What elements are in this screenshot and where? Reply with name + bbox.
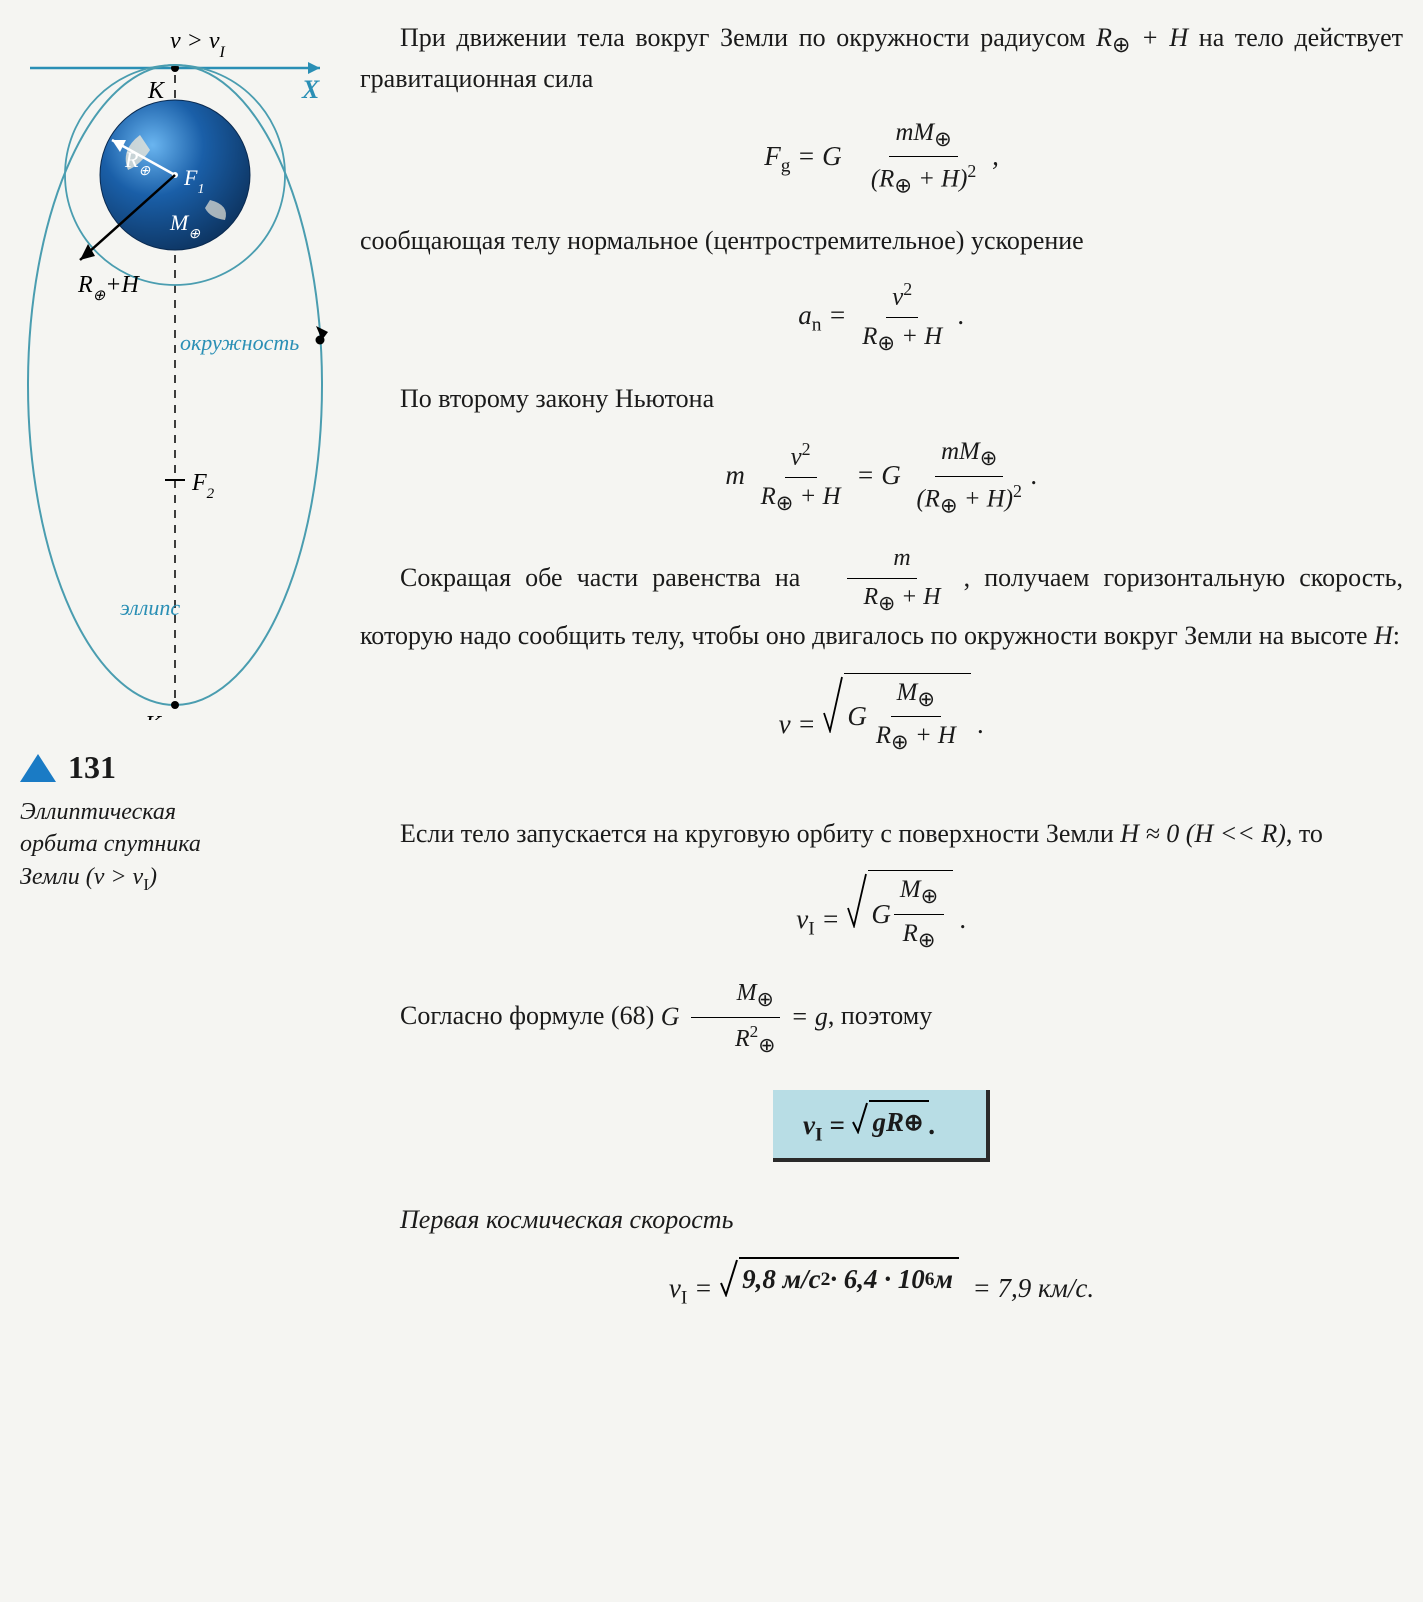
equation-newton: m v2 R⊕ + H = G mM⊕ (R⊕ + H)2 . <box>360 435 1403 520</box>
equation-vI: vI = G M⊕ R⊕ . <box>360 870 1403 955</box>
figure-number: 131 <box>20 749 330 786</box>
paragraph-4: Сокращая обе части равенства на m R⊕ + H… <box>360 542 1403 654</box>
orbit-diagram: v > vI X K <box>20 20 330 725</box>
svg-text:R⊕+H: R⊕+H <box>77 272 140 304</box>
figure-caption: Эллиптическая орбита спутника Земли (v >… <box>20 796 330 896</box>
highlight-equation: vI = gR⊕ . <box>360 1072 1403 1181</box>
svg-text:K1: K1 <box>144 712 169 720</box>
ellipse-label: эллипс <box>120 595 180 620</box>
point-K: K <box>147 78 166 104</box>
paragraph-3: По второму закону Ньютона <box>360 381 1403 417</box>
equation-final: vI = 9,8 м/с2 · 6,4 · 106 м = 7,9 км/с. <box>360 1257 1403 1312</box>
paragraph-6: Согласно формуле (68) G M⊕ R2⊕ = g, поэт… <box>360 977 1403 1059</box>
axis-label: X <box>301 75 320 104</box>
definition-text: Первая космическая скорость <box>360 1202 1403 1238</box>
svg-text:F2: F2 <box>191 470 215 502</box>
paragraph-5: Если тело запускается на круговую орбиту… <box>360 816 1403 852</box>
diagram-v-label: v > v <box>170 28 220 54</box>
equation-an: an = v2 R⊕ + H . <box>360 277 1403 359</box>
triangle-marker-icon <box>20 754 56 782</box>
circle-label: окружность <box>180 330 299 355</box>
equation-Fg: Fg = G mM⊕ (R⊕ + H)2 , <box>360 116 1403 201</box>
paragraph-1: При движении тела вокруг Земли по окружн… <box>360 20 1403 98</box>
svg-text:v > vI: v > vI <box>170 28 226 61</box>
equation-v: v = G M⊕ R⊕ + H . <box>360 673 1403 758</box>
paragraph-2: сообщающая телу нормальное (центростреми… <box>360 223 1403 259</box>
